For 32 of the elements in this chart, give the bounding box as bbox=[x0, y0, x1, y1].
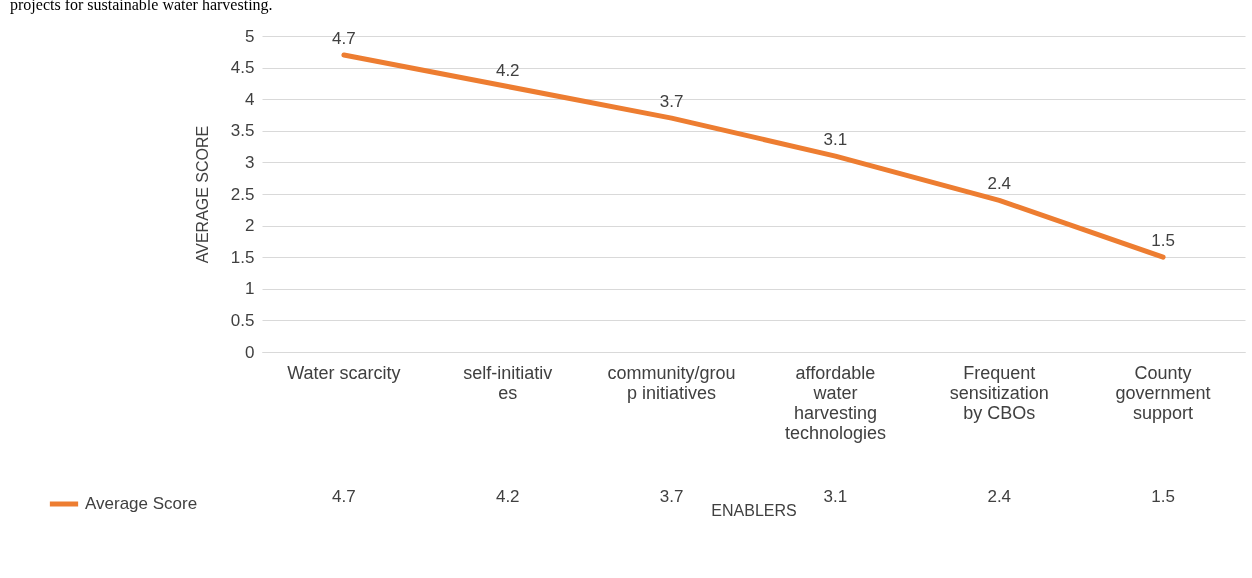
y-axis-title: AVERAGE SCORE bbox=[193, 125, 211, 264]
x-tick-label: affordable water harvesting technologies bbox=[784, 362, 886, 443]
data-label: 3.7 bbox=[659, 487, 684, 506]
y-tick-label: 1.5 bbox=[230, 247, 255, 267]
y-tick-label: 0.5 bbox=[230, 310, 255, 330]
y-tick-label: 1 bbox=[245, 279, 255, 299]
data-label: 4.7 bbox=[332, 487, 356, 506]
data-label: 2.4 bbox=[987, 487, 1012, 506]
data-label: 3.1 bbox=[823, 487, 848, 506]
y-tick-label: 2 bbox=[245, 216, 255, 236]
y-tick-label: 3 bbox=[245, 152, 255, 172]
annotation: 1.5 bbox=[1151, 231, 1175, 251]
x-tick-label: Water scarcity bbox=[287, 362, 401, 383]
y-tick-label: 2.5 bbox=[230, 184, 255, 204]
x-tick-label: self-initiatives bbox=[463, 362, 553, 403]
annotation: 4.2 bbox=[495, 60, 520, 80]
x-tick-label: community/group initiatives bbox=[607, 362, 736, 403]
x-tick-label: County government support bbox=[1115, 362, 1211, 423]
x-axis-title: ENABLERS bbox=[711, 501, 797, 519]
y-tick-label: 0 bbox=[245, 342, 255, 362]
x-tick-label: Frequent sensitization by CBOs bbox=[949, 362, 1049, 423]
y-tick-label: 4.5 bbox=[230, 58, 255, 78]
annotation: 4.7 bbox=[332, 28, 356, 48]
y-tick-label: 4 bbox=[245, 89, 255, 109]
annotation: 3.7 bbox=[659, 92, 684, 112]
data-label: 1.5 bbox=[1151, 487, 1175, 506]
annotation: 2.4 bbox=[987, 174, 1012, 194]
annotation: 3.1 bbox=[823, 130, 848, 150]
y-tick-label: 3.5 bbox=[230, 121, 255, 141]
y-tick-label: 5 bbox=[245, 26, 255, 46]
data-label: 4.2 bbox=[495, 487, 520, 506]
legend-label: Average Score bbox=[85, 494, 198, 513]
